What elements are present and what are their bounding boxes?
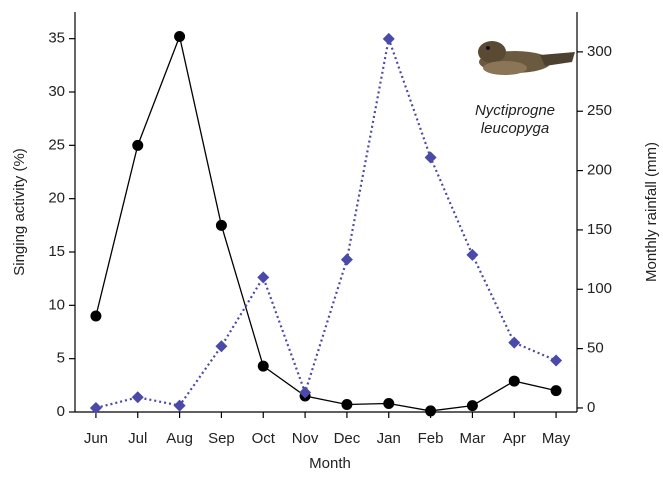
point-marker xyxy=(550,354,563,367)
point-marker xyxy=(132,139,144,151)
point-marker xyxy=(466,248,479,261)
point-marker xyxy=(466,400,478,412)
y2-tick-label: 100 xyxy=(587,280,612,297)
x-tick-label: Jun xyxy=(84,430,108,447)
y2-tick-label: 50 xyxy=(587,340,604,357)
x-tick-label: May xyxy=(542,430,571,447)
point-marker xyxy=(173,399,186,412)
y-tick-label: 5 xyxy=(57,350,65,367)
bird-illustration xyxy=(478,41,575,75)
x-tick-label: Mar xyxy=(459,430,485,447)
x-tick-label: Aug xyxy=(166,430,193,447)
y2-tick-label: 250 xyxy=(587,102,612,119)
y-tick-label: 30 xyxy=(48,83,65,100)
x-tick-label: Oct xyxy=(252,430,276,447)
x-tick-label: Dec xyxy=(334,430,361,447)
x-axis-label: Month xyxy=(309,455,351,472)
y2-tick-label: 300 xyxy=(587,43,612,60)
x-tick-label: Sep xyxy=(208,430,235,447)
point-marker xyxy=(383,397,395,409)
point-marker xyxy=(89,401,102,414)
point-marker xyxy=(341,399,353,411)
y-axis-label: Singing activity (%) xyxy=(11,148,28,276)
x-tick-label: Feb xyxy=(418,430,444,447)
annotation: leucopyga xyxy=(481,120,549,137)
point-marker xyxy=(131,391,144,404)
x-tick-label: Apr xyxy=(503,430,526,447)
y2-tick-label: 150 xyxy=(587,221,612,238)
x-tick-label: Jan xyxy=(377,430,401,447)
y2-tick-label: 200 xyxy=(587,162,612,179)
x-tick-label: Nov xyxy=(292,430,319,447)
y-tick-label: 0 xyxy=(57,403,65,420)
series-line xyxy=(95,34,557,410)
point-marker xyxy=(508,336,521,349)
point-marker xyxy=(174,31,186,43)
series-line xyxy=(95,34,557,412)
point-marker xyxy=(215,219,227,231)
y-tick-label: 35 xyxy=(48,30,65,47)
point-marker xyxy=(257,271,270,284)
point-marker xyxy=(382,32,395,45)
y2-axis-label: Monthly rainfall (mm) xyxy=(643,142,660,282)
annotation: Nyctiprogne xyxy=(475,102,555,119)
y-tick-label: 15 xyxy=(48,243,65,260)
point-marker xyxy=(424,151,437,164)
point-marker xyxy=(550,385,562,397)
point-marker xyxy=(90,310,102,322)
y-tick-label: 20 xyxy=(48,190,65,207)
point-marker xyxy=(425,405,437,417)
point-marker xyxy=(299,386,312,399)
y2-tick-label: 0 xyxy=(587,399,595,416)
point-marker xyxy=(340,253,353,266)
x-tick-label: Jul xyxy=(128,430,147,447)
point-marker xyxy=(508,375,520,387)
y-tick-label: 25 xyxy=(48,136,65,153)
y-tick-label: 10 xyxy=(48,296,65,313)
point-marker xyxy=(215,340,228,353)
point-marker xyxy=(257,360,269,372)
